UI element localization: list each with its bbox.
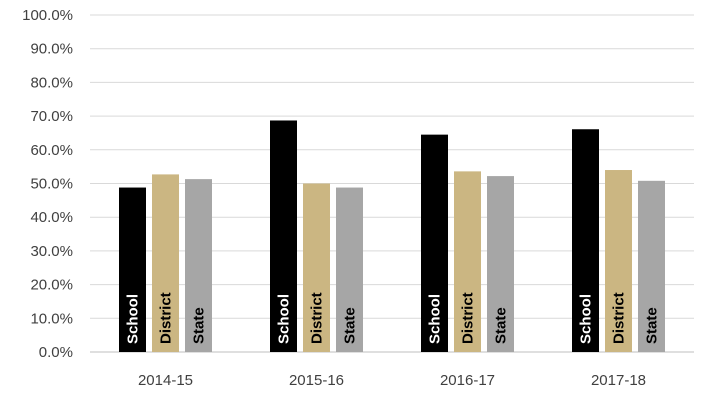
bar-district <box>152 174 179 352</box>
x-tick-label: 2014-15 <box>138 372 193 389</box>
bar-state <box>638 180 665 352</box>
y-tick-label: 20.0% <box>30 277 73 294</box>
bar-state <box>487 176 514 352</box>
bar-label-school: School <box>276 294 293 344</box>
y-tick-label: 100.0% <box>22 7 73 24</box>
bar-state <box>336 187 363 352</box>
bar-school <box>119 187 146 352</box>
bar-school <box>572 129 599 352</box>
bar-school <box>270 120 297 352</box>
y-tick-label: 70.0% <box>30 108 73 125</box>
bar-district <box>605 170 632 352</box>
y-tick-label: 80.0% <box>30 74 73 91</box>
bar-label-school: School <box>427 294 444 344</box>
y-tick-label: 40.0% <box>30 209 73 226</box>
bar-label-district: District <box>309 292 326 344</box>
bar-label-district: District <box>158 292 175 344</box>
bar-label-state: State <box>342 307 359 344</box>
y-tick-label: 30.0% <box>30 243 73 260</box>
bar-district <box>454 171 481 352</box>
bar-label-district: District <box>611 292 628 344</box>
y-tick-label: 0.0% <box>39 344 73 361</box>
x-tick-label: 2015-16 <box>289 372 344 389</box>
bar-label-district: District <box>460 292 477 344</box>
y-tick-label: 50.0% <box>30 176 73 193</box>
y-tick-label: 90.0% <box>30 41 73 58</box>
bar-label-school: School <box>578 294 595 344</box>
bar-label-school: School <box>125 294 142 344</box>
x-tick-label: 2016-17 <box>440 372 495 389</box>
bar-school <box>421 134 448 352</box>
x-tick-label: 2017-18 <box>591 372 646 389</box>
y-tick-label: 60.0% <box>30 142 73 159</box>
bar-state <box>185 179 212 352</box>
y-tick-label: 10.0% <box>30 310 73 327</box>
bar-label-state: State <box>644 307 661 344</box>
bar-label-state: State <box>493 307 510 344</box>
bar-district <box>303 183 330 352</box>
bar-label-state: State <box>191 307 208 344</box>
